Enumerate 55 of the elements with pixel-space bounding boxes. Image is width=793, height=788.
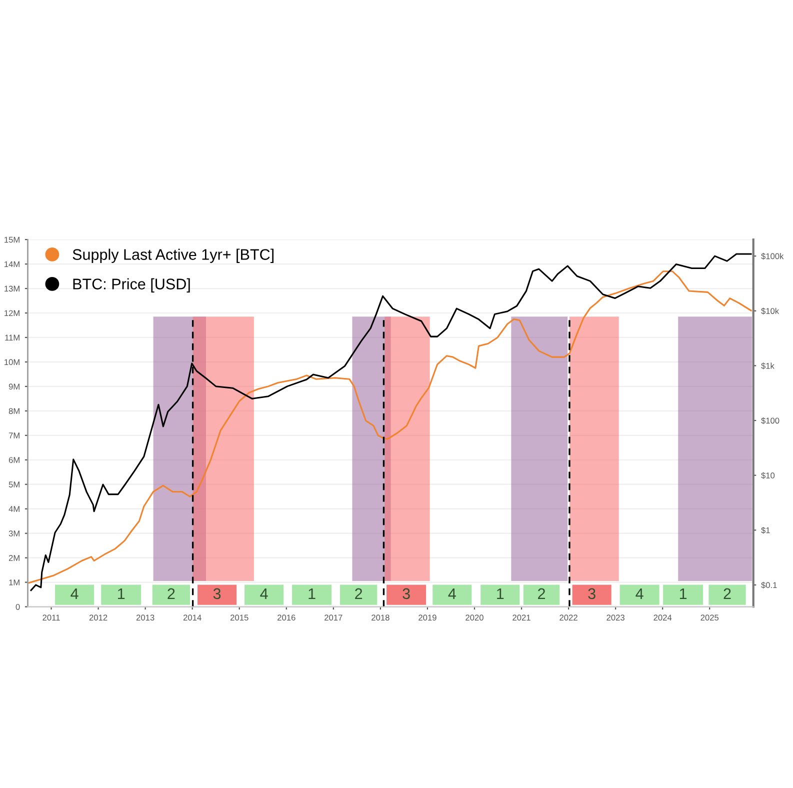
x-tick-label: 2012 xyxy=(89,614,108,621)
y-tick-label: 8M xyxy=(8,408,20,414)
x-tick-label: 2015 xyxy=(230,614,248,621)
x-tick-label: 2025 xyxy=(700,614,719,621)
x-tick-label: 2016 xyxy=(278,614,296,621)
band-label: 2 xyxy=(355,588,362,599)
y-tick-label: 3M xyxy=(8,530,20,536)
y-tick-label: 13M xyxy=(4,286,20,292)
y-tick-label: 4M xyxy=(8,506,20,512)
band-label: 4 xyxy=(70,588,78,599)
x-tick-label: 2017 xyxy=(324,614,342,621)
band-label: 4 xyxy=(448,588,456,599)
y-tick-label: 5M xyxy=(8,482,20,488)
legend-label: Supply Last Active 1yr+ [BTC] xyxy=(72,248,274,263)
x-tick-label: 2011 xyxy=(42,614,60,621)
y2-tick-label: $1k xyxy=(761,362,774,370)
y-tick-label: 11M xyxy=(5,334,20,340)
y-tick-label: 6M xyxy=(8,457,20,463)
x-tick-label: 2024 xyxy=(654,614,672,621)
y-tick-label: 0 xyxy=(16,604,20,610)
x-tick-label: 2022 xyxy=(560,614,578,621)
band-label: 2 xyxy=(168,588,175,599)
y2-tick-label: $100 xyxy=(761,417,780,424)
y-tick-label: 9M xyxy=(8,384,20,390)
y-tick-label: 15M xyxy=(4,236,20,243)
band-label: 3 xyxy=(402,588,410,600)
band-label: 2 xyxy=(538,588,545,599)
y-tick-label: 14M xyxy=(4,261,20,268)
band-label: 1 xyxy=(497,588,504,599)
x-tick-label: 2019 xyxy=(418,614,436,621)
y2-tick-label: $100k xyxy=(761,252,784,260)
band-label: 1 xyxy=(680,588,687,599)
band-label: 4 xyxy=(260,588,268,599)
x-tick-label: 2021 xyxy=(512,614,530,621)
x-tick-label: 2014 xyxy=(183,614,202,621)
y-tick-label: 10M xyxy=(4,359,20,366)
x-tick-label: 2023 xyxy=(606,614,624,621)
y2-tick-label: $0.1 xyxy=(761,582,777,589)
band-label: 1 xyxy=(118,588,125,599)
legend-label: BTC: Price [USD] xyxy=(73,278,190,292)
y2-tick-label: $10 xyxy=(761,472,775,479)
y-tick-label: 2M xyxy=(8,555,20,561)
x-tick-label: 2018 xyxy=(372,614,390,621)
band-label: 2 xyxy=(724,588,731,599)
y2-tick-label: $1 xyxy=(761,526,770,534)
y-tick-label: 7M xyxy=(8,432,20,438)
x-tick-label: 2013 xyxy=(136,614,154,621)
y-tick-label: 12M xyxy=(4,310,20,316)
y2-tick-label: $10k xyxy=(761,308,780,314)
band-label: 1 xyxy=(308,588,316,599)
x-tick-label: 2020 xyxy=(466,614,484,621)
band-label: 3 xyxy=(213,588,221,600)
band-label: 3 xyxy=(588,588,596,600)
y-tick-label: 1M xyxy=(9,580,20,586)
band-label: 4 xyxy=(636,588,644,599)
